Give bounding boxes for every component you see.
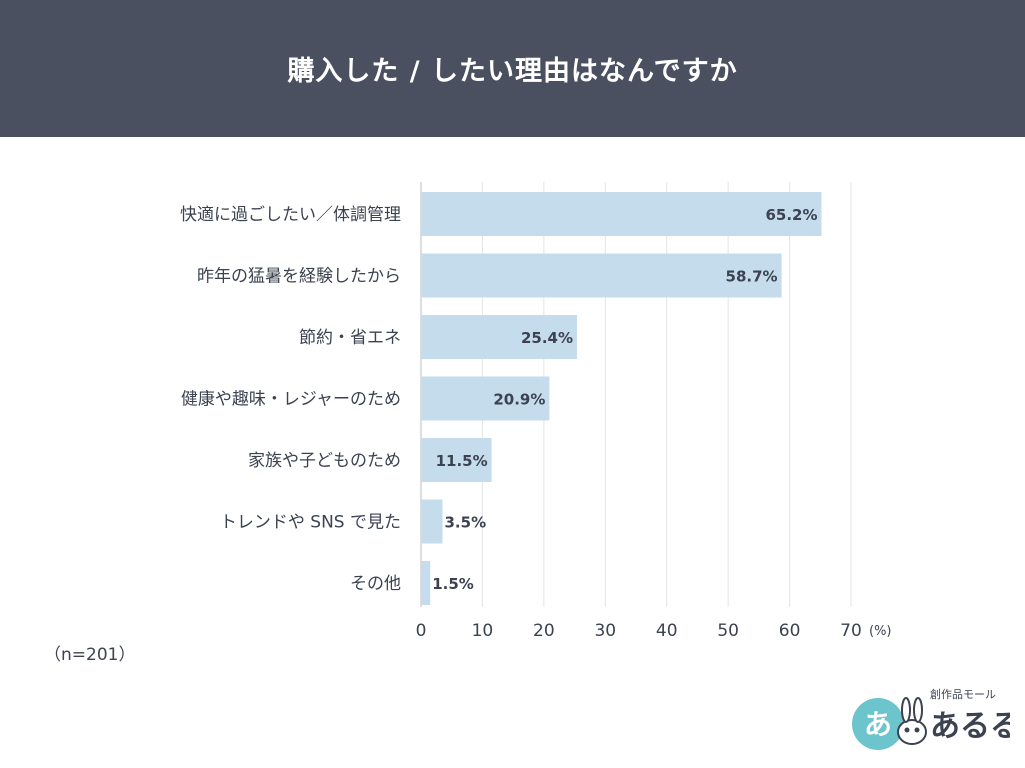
value-label: 65.2% bbox=[765, 206, 817, 224]
x-tick-label: 70 bbox=[840, 621, 862, 641]
x-tick-label: 10 bbox=[472, 621, 494, 641]
x-tick-label: 30 bbox=[594, 621, 616, 641]
value-label: 1.5% bbox=[432, 575, 474, 593]
value-label: 11.5% bbox=[436, 452, 488, 470]
x-axis-ticks: 0 10 20 30 40 50 60 70 (%) bbox=[416, 621, 892, 641]
logo-name: あるる bbox=[930, 709, 1010, 744]
x-tick-label: 0 bbox=[416, 621, 427, 641]
bar bbox=[421, 499, 443, 544]
value-label: 3.5% bbox=[445, 514, 487, 532]
x-tick-label: 50 bbox=[717, 621, 739, 641]
bar bbox=[421, 192, 822, 236]
bar bbox=[421, 376, 550, 421]
value-label: 25.4% bbox=[521, 329, 573, 347]
chart-header: 購入した / したい理由はなんですか bbox=[0, 0, 1025, 137]
category-label: 昨年の猛暑を経験したから bbox=[197, 267, 401, 287]
value-labels: 65.2% 58.7% 25.4% 20.9% 11.5% 3.5% 1.5% bbox=[432, 206, 817, 593]
value-label: 20.9% bbox=[493, 391, 545, 409]
category-label: その他 bbox=[350, 574, 401, 594]
logo-badge-text: あ bbox=[864, 708, 892, 741]
brand-logo: あ 創作品モール あるる bbox=[852, 687, 1010, 750]
logo-subtitle: 創作品モール bbox=[930, 687, 996, 701]
bar-chart: 快適に過ごしたい／体調管理昨年の猛暑を経験したから節約・省エネ健康や趣味・レジャ… bbox=[180, 182, 892, 641]
chart-title: 購入した / したい理由はなんですか bbox=[287, 56, 738, 87]
category-labels: 快適に過ごしたい／体調管理昨年の猛暑を経験したから節約・省エネ健康や趣味・レジャ… bbox=[180, 205, 401, 594]
sample-size-note: （n=201） bbox=[44, 645, 136, 665]
bar bbox=[421, 561, 431, 605]
bar bbox=[421, 315, 578, 359]
category-label: 快適に過ごしたい／体調管理 bbox=[180, 205, 401, 225]
category-label: 家族や子どものため bbox=[248, 451, 401, 471]
x-tick-label: 40 bbox=[656, 621, 678, 641]
x-tick-label: 60 bbox=[779, 621, 801, 641]
logo-badge-icon bbox=[852, 698, 904, 750]
bar bbox=[421, 438, 492, 482]
bars bbox=[421, 192, 822, 605]
category-label: トレンドや SNS で見た bbox=[220, 513, 401, 533]
x-tick-label: 20 bbox=[533, 621, 555, 641]
value-label: 58.7% bbox=[726, 268, 778, 286]
x-axis-unit: (%) bbox=[869, 624, 892, 639]
category-label: 健康や趣味・レジャーのため bbox=[181, 390, 401, 410]
rabbit-icon bbox=[897, 697, 927, 745]
bar bbox=[421, 253, 782, 298]
category-label: 節約・省エネ bbox=[299, 328, 401, 348]
